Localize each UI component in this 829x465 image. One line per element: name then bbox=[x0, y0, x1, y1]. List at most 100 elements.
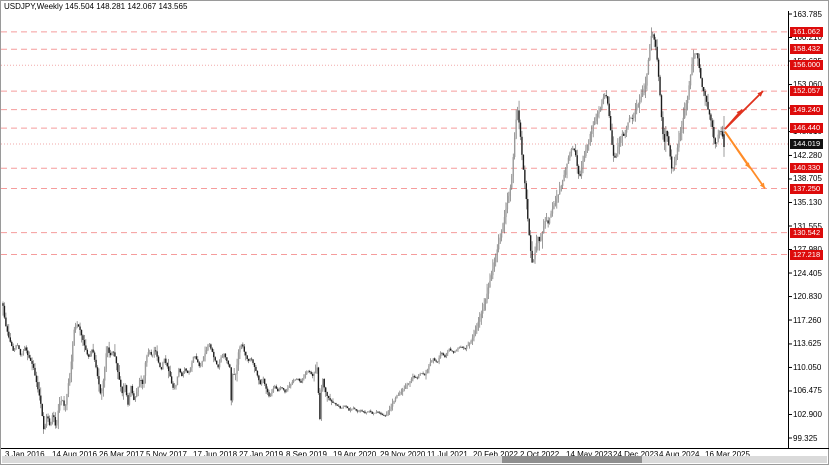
candle-body bbox=[12, 346, 14, 351]
candle-body bbox=[394, 398, 397, 401]
candle-body bbox=[130, 386, 132, 397]
candle-body bbox=[124, 385, 126, 390]
candle-body bbox=[596, 113, 599, 117]
candle-body bbox=[112, 351, 115, 353]
candle-body bbox=[617, 146, 619, 154]
candle-body bbox=[205, 350, 208, 354]
candle-body bbox=[444, 355, 446, 358]
candle-body bbox=[496, 249, 498, 256]
candle-body bbox=[288, 386, 291, 388]
candle-body bbox=[563, 174, 565, 181]
candle-body bbox=[346, 406, 349, 409]
candle-body bbox=[436, 361, 439, 363]
candle-body bbox=[490, 275, 493, 281]
candle-body bbox=[458, 346, 461, 348]
candle-body bbox=[588, 140, 590, 145]
candle-body bbox=[213, 351, 215, 358]
candle-body bbox=[423, 374, 426, 376]
candle-body bbox=[15, 345, 17, 349]
candle-body bbox=[512, 157, 514, 177]
candlestick-chart[interactable] bbox=[1, 1, 829, 449]
candle-body bbox=[695, 53, 698, 55]
candle-body bbox=[388, 409, 391, 412]
candle-body bbox=[104, 368, 106, 381]
candle-body bbox=[441, 352, 443, 354]
candle-body bbox=[252, 359, 254, 363]
candle-body bbox=[156, 351, 158, 357]
candle-body bbox=[5, 317, 7, 327]
candle-body bbox=[557, 194, 559, 199]
candle-body bbox=[560, 185, 562, 192]
candle-body bbox=[477, 321, 480, 327]
candle-body bbox=[583, 155, 586, 161]
candle-body bbox=[118, 372, 120, 380]
candle-body bbox=[497, 243, 500, 250]
candle-body bbox=[214, 357, 216, 361]
candle-body bbox=[630, 117, 632, 119]
horizontal-scrollbar-track[interactable] bbox=[2, 456, 827, 463]
candle-body bbox=[665, 130, 667, 142]
candle-body bbox=[320, 389, 323, 420]
candle-body bbox=[466, 345, 468, 349]
candle-body bbox=[415, 377, 417, 378]
candle-body bbox=[265, 383, 267, 389]
candle-body bbox=[82, 335, 84, 340]
candle-body bbox=[387, 411, 389, 415]
candle-body bbox=[554, 203, 557, 206]
candle-body bbox=[636, 107, 638, 111]
candle-body bbox=[70, 361, 73, 374]
candle-body bbox=[51, 415, 54, 423]
candle-body bbox=[35, 375, 38, 383]
candle-body bbox=[361, 410, 363, 412]
candle-body bbox=[528, 218, 530, 236]
candle-body bbox=[249, 358, 251, 361]
projection-arrow-bearish-target-2[interactable] bbox=[724, 131, 766, 190]
candle-body bbox=[342, 406, 344, 409]
candle-body bbox=[345, 405, 347, 407]
candle-body bbox=[111, 351, 113, 356]
candle-body bbox=[662, 117, 664, 135]
candle-body bbox=[460, 346, 462, 348]
candle-body bbox=[451, 350, 453, 352]
scrollbar-thumb[interactable] bbox=[502, 456, 642, 463]
candle-body bbox=[553, 205, 555, 209]
candle-body bbox=[691, 64, 693, 76]
candle-body bbox=[649, 44, 651, 60]
candle-body bbox=[611, 130, 613, 145]
candle-body bbox=[717, 134, 719, 143]
candle-body bbox=[88, 354, 90, 357]
candle-body bbox=[428, 365, 430, 370]
candle-body bbox=[56, 422, 58, 426]
candle-body bbox=[61, 400, 64, 402]
candle-body bbox=[182, 372, 184, 377]
candle-body bbox=[243, 346, 246, 352]
candle-body bbox=[718, 131, 721, 135]
candle-body bbox=[195, 356, 198, 360]
candle-body bbox=[403, 388, 405, 391]
candle-body bbox=[685, 103, 687, 111]
candle-body bbox=[544, 220, 546, 227]
candle-body bbox=[359, 410, 362, 412]
candle-body bbox=[311, 373, 314, 376]
candle-body bbox=[663, 134, 666, 142]
projection-arrow-bullish-target-2[interactable] bbox=[724, 90, 764, 130]
candle-body bbox=[470, 340, 472, 343]
candle-body bbox=[44, 426, 46, 430]
candle-body bbox=[227, 360, 230, 365]
candle-body bbox=[298, 378, 301, 381]
candle-body bbox=[543, 226, 545, 234]
candle-body bbox=[614, 155, 616, 158]
candle-body bbox=[572, 148, 574, 150]
candle-body bbox=[513, 138, 516, 158]
candle-body bbox=[419, 373, 421, 376]
candle-body bbox=[372, 413, 375, 414]
candle-body bbox=[439, 352, 442, 358]
candle-body bbox=[184, 368, 186, 373]
candle-body bbox=[669, 145, 671, 157]
candle-body bbox=[673, 161, 676, 167]
candle-body bbox=[250, 358, 253, 360]
candle-body bbox=[391, 403, 394, 407]
candle-body bbox=[474, 330, 477, 335]
candle-body bbox=[204, 353, 206, 357]
candle-body bbox=[16, 345, 19, 347]
